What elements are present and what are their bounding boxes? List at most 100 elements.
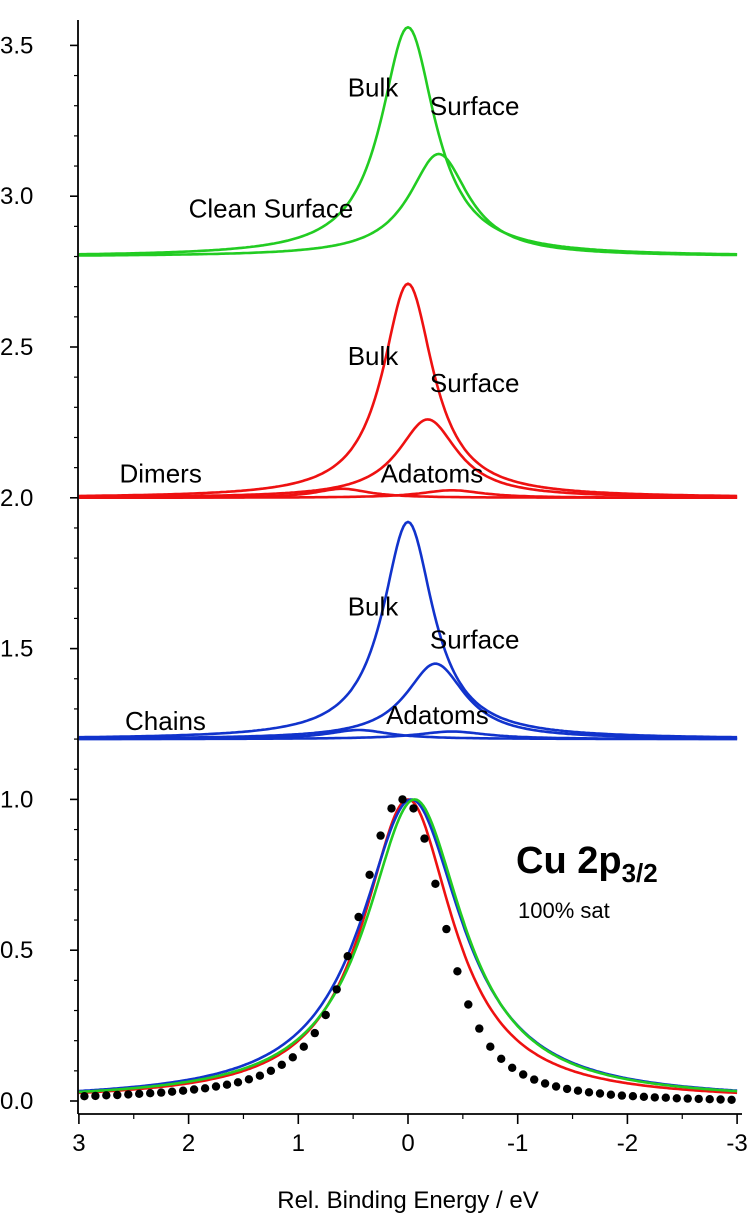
y-tick-label: 0.0	[0, 1088, 33, 1115]
y-tick-label: 2.5	[0, 334, 33, 361]
data-point	[453, 967, 462, 976]
annotation-label: Bulk	[348, 341, 400, 371]
data-point	[497, 1054, 506, 1064]
data-point	[332, 985, 341, 994]
y-tick-label: 1.5	[0, 636, 33, 663]
series-line-3-1	[78, 520, 738, 739]
data-point	[475, 1024, 484, 1033]
annotation-label: Adatoms	[381, 459, 484, 489]
data-point	[91, 1091, 100, 1101]
y-tick-label: 2.0	[0, 485, 33, 512]
data-point	[551, 1082, 561, 1091]
series-line-3-4	[78, 730, 738, 741]
chart-title-subscript: 3/2	[622, 858, 658, 888]
data-point	[222, 1080, 232, 1089]
y-tick-label: 3.0	[0, 183, 33, 210]
y-tick-label: 0.5	[0, 937, 33, 964]
series-line-1-1	[78, 25, 738, 256]
data-point	[244, 1075, 254, 1084]
axes: 0.0 0.5 1.0 1.5 2.0 2.5 3.0 3.5 3 2 1 0 -1 -2 -3	[0, 20, 748, 1157]
data-point	[277, 1060, 286, 1070]
annotation-label: Surface	[430, 368, 520, 398]
data-point	[628, 1092, 638, 1101]
x-tick-label: 2	[182, 1130, 195, 1157]
data-point	[146, 1089, 155, 1098]
data-point	[266, 1066, 276, 1076]
data-point	[124, 1090, 133, 1099]
data-point	[255, 1071, 265, 1080]
annotation-label: Chains	[125, 706, 206, 736]
annotation-label: Bulk	[348, 73, 400, 103]
data-point	[584, 1088, 594, 1097]
data-point	[442, 924, 451, 934]
data-point	[716, 1095, 725, 1104]
data-point	[343, 952, 352, 961]
data-point	[299, 1042, 308, 1051]
data-point	[167, 1087, 177, 1096]
data-point	[113, 1090, 122, 1100]
x-tick-label: 1	[292, 1130, 305, 1157]
data-point	[486, 1042, 495, 1051]
data-point	[562, 1084, 572, 1094]
chart-title-main: Cu 2p	[516, 840, 622, 882]
data-point	[661, 1093, 670, 1102]
data-point	[135, 1089, 144, 1099]
data-point	[365, 870, 374, 879]
data-point	[398, 795, 407, 804]
data-point	[617, 1091, 627, 1100]
data-point	[573, 1086, 583, 1095]
series-line-2-2	[78, 418, 738, 499]
y-tick-label: 3.5	[0, 32, 33, 59]
series-line-2-4	[78, 489, 738, 499]
x-tick-label: -3	[726, 1130, 747, 1157]
data-point	[233, 1078, 243, 1087]
x-tick-label: 3	[72, 1130, 85, 1157]
data-point	[464, 1000, 473, 1009]
annotation-label: Clean Surface	[189, 193, 354, 223]
annotation-label: Bulk	[348, 591, 400, 621]
data-point	[354, 912, 363, 922]
data-point	[431, 879, 440, 888]
data-point	[683, 1094, 692, 1103]
data-point	[189, 1085, 199, 1094]
data-point	[321, 1010, 330, 1020]
fit-line-3	[78, 798, 738, 1094]
annotation-label: Dimers	[120, 459, 202, 489]
annotation-label: Adatoms	[386, 700, 489, 730]
data-point	[102, 1091, 111, 1100]
data-point	[376, 831, 385, 840]
curve-annotations: Bulk Surface Clean Surface Bulk Surface Dimer…	[120, 73, 520, 736]
data-point	[650, 1093, 659, 1102]
chart-subtitle: 100% sat	[518, 898, 610, 923]
y-tick-label: 1.0	[0, 786, 33, 813]
x-axis-title: Rel. Binding Energy / eV	[277, 1187, 538, 1214]
series-line-2-1	[78, 282, 738, 498]
data-point	[310, 1028, 319, 1038]
data-point	[606, 1090, 616, 1099]
data-point	[288, 1053, 297, 1062]
data-point	[409, 804, 418, 813]
annotation-label: Surface	[430, 91, 520, 121]
series-line-1-2	[78, 152, 738, 257]
x-tick-label: -1	[507, 1130, 528, 1157]
x-tick-label: -2	[617, 1130, 638, 1157]
data-point	[519, 1070, 528, 1079]
data-point	[420, 834, 429, 843]
data-point	[694, 1094, 703, 1104]
data-point	[80, 1092, 89, 1101]
data-point	[672, 1094, 681, 1103]
x-tick-label: 0	[401, 1130, 414, 1157]
fit-line-1	[78, 798, 738, 1095]
chart-title: Cu 2p3/2	[516, 840, 658, 888]
data-point	[727, 1095, 736, 1105]
data-point	[705, 1095, 714, 1104]
data-point	[540, 1079, 550, 1088]
data-point	[211, 1082, 221, 1091]
data-point	[508, 1063, 517, 1073]
data-point	[639, 1092, 649, 1102]
data-point	[530, 1075, 539, 1084]
data-point	[595, 1089, 605, 1098]
data-point	[200, 1084, 210, 1093]
fit-line-2	[78, 798, 738, 1093]
